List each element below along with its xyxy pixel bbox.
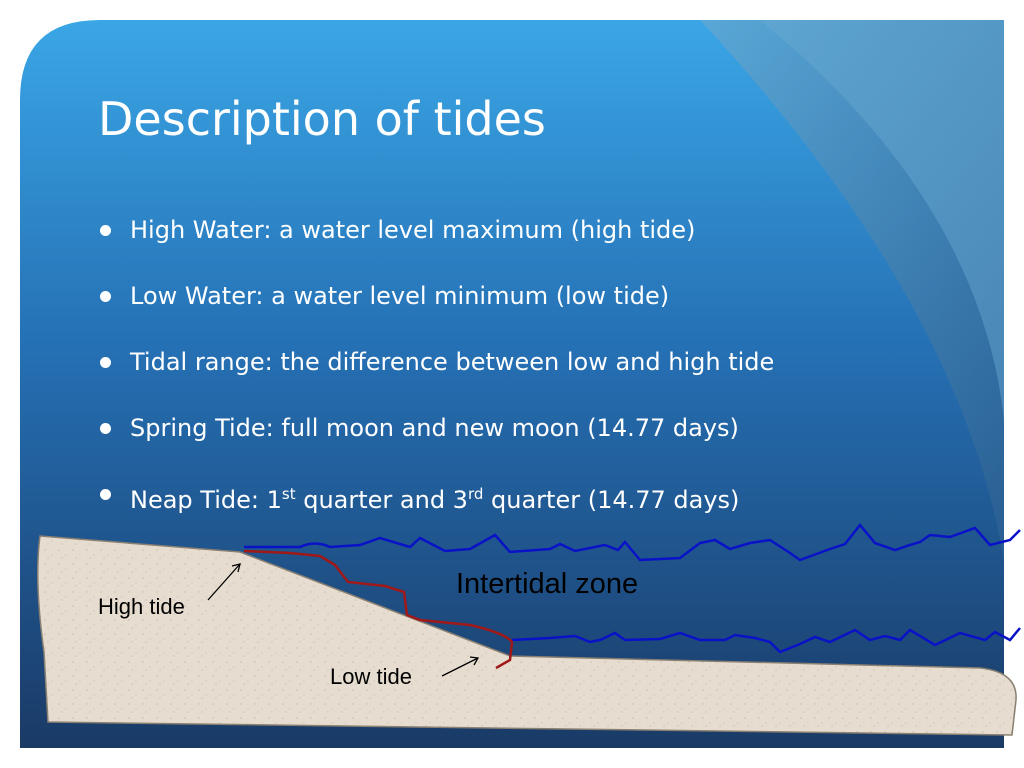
bullet-dot-icon xyxy=(100,357,111,368)
low-water-line xyxy=(511,627,1021,654)
bullet-tidal-range: Tidal range: the difference between low … xyxy=(98,342,774,408)
bullet-text-middle: quarter and 3 xyxy=(295,486,468,514)
right-swoosh xyxy=(700,20,1004,560)
intertidal-zone-label: Intertidal zone xyxy=(456,568,639,600)
bullet-spring-tide: Spring Tide: full moon and new moon (14.… xyxy=(98,408,774,474)
bullet-dot-icon xyxy=(100,291,111,302)
high-tide-arrow xyxy=(207,563,241,601)
bullet-dot-icon xyxy=(100,489,111,500)
low-tide-label: Low tide xyxy=(330,664,412,689)
bullet-text: Spring Tide: full moon and new moon (14.… xyxy=(130,414,739,442)
high-tide-label: High tide xyxy=(98,594,185,619)
bullet-high-water: High Water: a water level maximum (high … xyxy=(98,210,774,276)
bullet-text-start: Neap Tide: 1 xyxy=(130,486,282,514)
bullet-text-end: quarter (14.77 days) xyxy=(483,486,740,514)
bullet-neap-tide: Neap Tide: 1st quarter and 3rd quarter (… xyxy=(98,474,774,540)
superscript-rd: rd xyxy=(467,485,484,503)
low-tide-arrow xyxy=(441,656,480,677)
bullet-text: High Water: a water level maximum (high … xyxy=(130,216,696,244)
sand-beach xyxy=(37,535,1017,736)
bullet-dot-icon xyxy=(100,225,111,236)
intertidal-boundary xyxy=(243,549,514,670)
bullet-list: High Water: a water level maximum (high … xyxy=(98,210,774,540)
bullet-dot-icon xyxy=(100,423,111,434)
slide-title: Description of tides xyxy=(98,92,546,146)
superscript-st: st xyxy=(281,485,296,503)
bullet-text: Low Water: a water level minimum (low ti… xyxy=(130,282,670,310)
bullet-text: Tidal range: the difference between low … xyxy=(130,348,775,376)
bullet-low-water: Low Water: a water level minimum (low ti… xyxy=(98,276,774,342)
high-water-line xyxy=(244,523,1021,562)
